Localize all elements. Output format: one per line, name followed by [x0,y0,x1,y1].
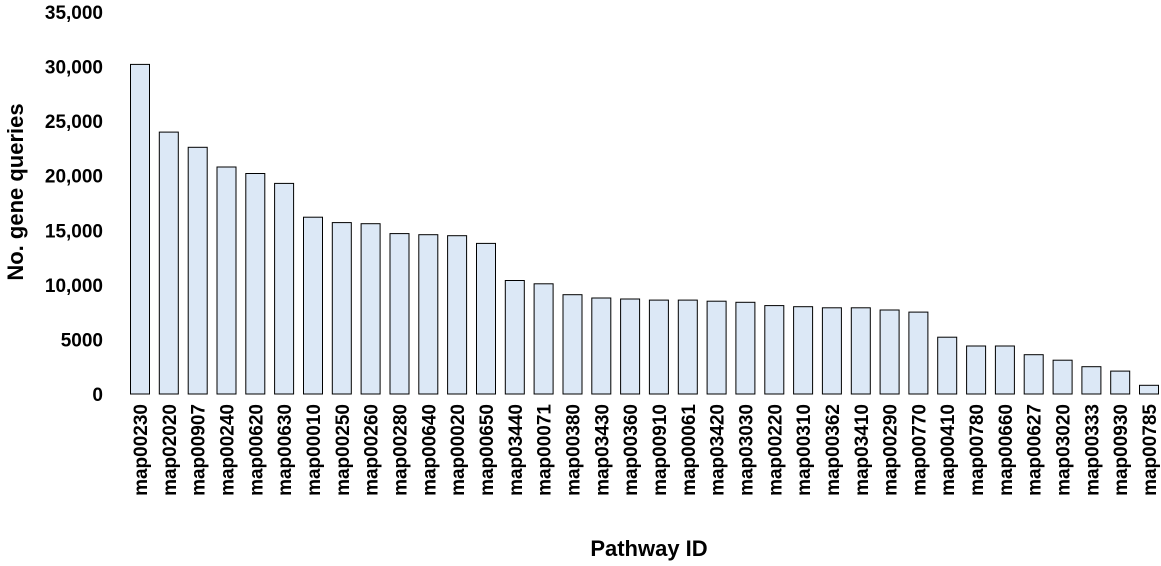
x-tick-label: map03420 [708,404,729,496]
x-tick-label: map00290 [881,404,902,496]
x-tick-label: map00640 [419,404,440,496]
bar [908,311,929,395]
y-tick-label: 10,000 [45,276,103,297]
y-axis: 0 5000 10,000 15,000 20,000 25,000 30,000 35,00… [45,3,103,406]
x-tick-label: map00630 [275,404,296,496]
x-tick-label: map03030 [736,404,757,496]
x-tick-label: map00061 [679,404,700,496]
bar [879,309,900,395]
bar [447,235,468,395]
x-tick-label: map03440 [506,404,527,496]
bar [418,234,439,395]
x-tick-label: map00230 [131,404,152,496]
bar [966,345,987,395]
bar [764,305,785,395]
bar [504,280,525,395]
bar [1081,366,1102,395]
bar [245,173,266,395]
bar [1052,359,1073,395]
x-tick-label: map00910 [650,404,671,496]
bar [360,223,381,395]
x-tick-label: map00360 [621,404,642,496]
x-tick-label: map00785 [1140,404,1161,496]
bar [187,146,208,395]
x-tick-label: map00930 [1111,404,1132,496]
bar [793,306,814,395]
bar [706,300,727,395]
x-tick-label: map03430 [592,404,613,496]
bar [994,345,1015,395]
x-tick-label: map00310 [794,404,815,496]
bar [937,336,958,395]
bar [389,233,410,395]
bar [562,294,583,395]
x-tick-label: map03410 [852,404,873,496]
bar [677,299,698,395]
x-tick-label: map03020 [1054,404,1075,496]
y-tick-label: 30,000 [45,58,103,79]
y-tick-label: 0 [92,385,103,406]
bar [216,166,237,395]
x-tick-label: map00071 [535,404,556,496]
bar-series [130,63,1159,395]
bar [274,182,295,395]
x-tick-label: map00020 [448,404,469,496]
x-tick-label: map00362 [823,404,844,496]
bar [620,298,641,395]
y-tick-label: 15,000 [45,221,103,242]
bar [1110,370,1131,395]
bar [821,307,842,395]
bar [1023,354,1044,395]
x-tick-label: map00650 [477,404,498,496]
x-tick-label: map00907 [189,404,210,496]
x-tick-label: map02020 [160,404,181,496]
x-tick-label: map00280 [391,404,412,496]
y-tick-label: 20,000 [45,167,103,188]
x-tick-label: map00627 [1025,404,1046,496]
y-tick-label: 35,000 [45,3,103,24]
x-tick-label: map00780 [967,404,988,496]
x-axis: map00230 map02020 map00907 map00240 map00620… [131,404,1161,496]
x-tick-label: map00250 [333,404,354,496]
bar [533,283,554,395]
y-tick-label: 25,000 [45,112,103,133]
bar [850,307,871,395]
y-axis-title: No. gene queries [3,103,28,280]
bar [158,131,179,395]
x-axis-title: Pathway ID [590,536,707,561]
x-tick-label: map00260 [362,404,383,496]
bar [303,216,323,395]
x-tick-label: map00620 [246,404,267,496]
bar [648,299,669,395]
bar [591,297,612,395]
bar [1139,384,1159,395]
x-tick-label: map00660 [996,404,1017,496]
x-tick-label: map00010 [304,404,325,496]
bar [130,63,150,395]
bar [331,222,352,395]
y-tick-label: 5000 [61,330,103,351]
bar [735,301,756,395]
x-tick-label: map00240 [218,404,239,496]
x-tick-label: map00770 [909,404,930,496]
x-tick-label: map00410 [938,404,959,496]
bar [476,242,496,395]
x-tick-label: map00380 [564,404,585,496]
x-tick-label: map00220 [765,404,786,496]
x-tick-label: map00333 [1082,404,1103,496]
